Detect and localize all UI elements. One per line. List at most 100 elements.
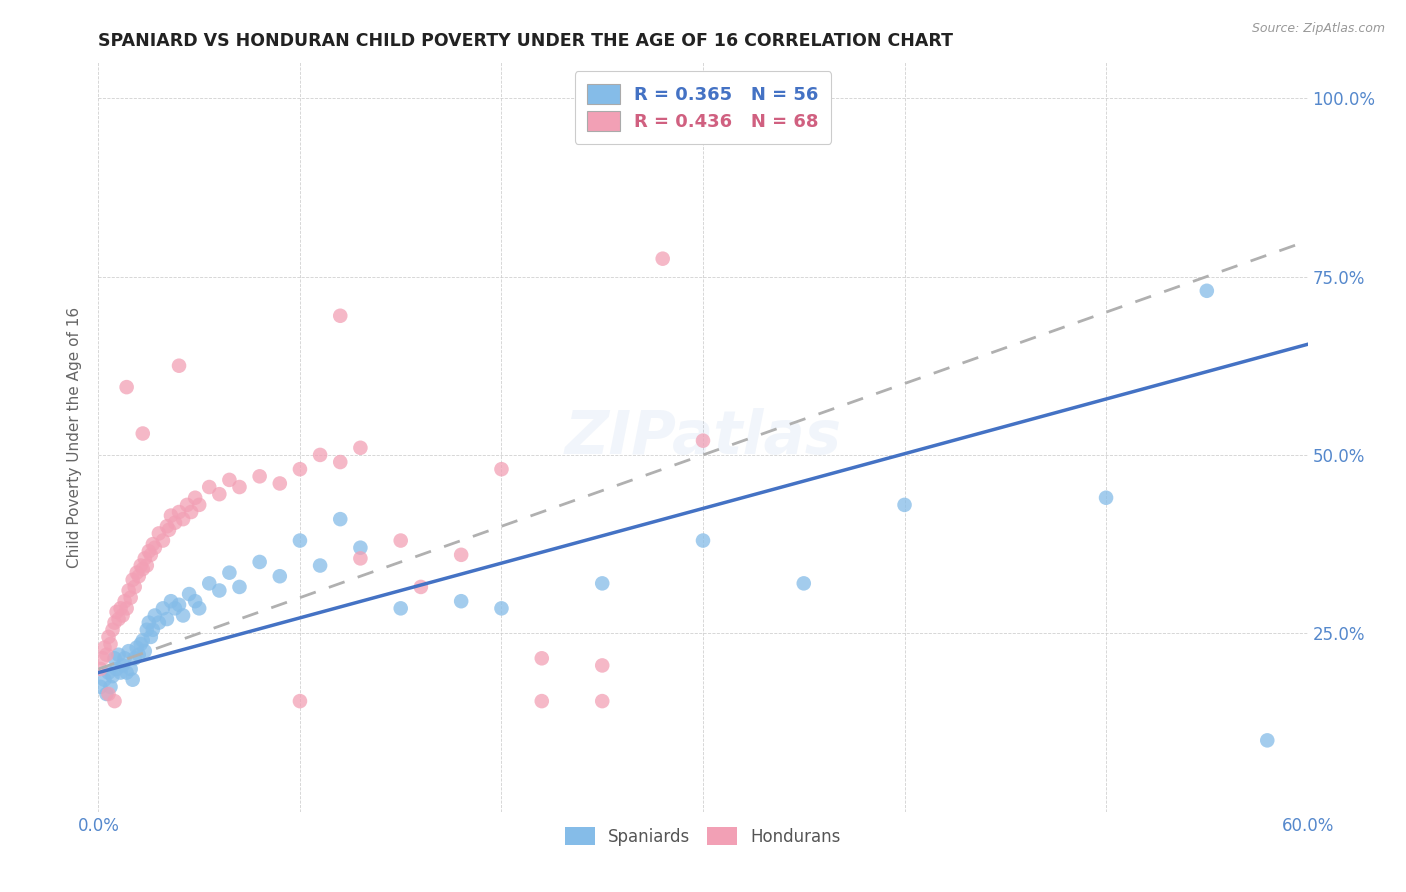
Point	[114, 651, 136, 665]
Point	[530, 694, 553, 708]
Point	[450, 548, 472, 562]
Point	[134, 644, 156, 658]
Point	[124, 651, 146, 665]
Point	[125, 640, 148, 655]
Point	[110, 665, 132, 680]
Point	[184, 594, 207, 608]
Point	[139, 630, 162, 644]
Point	[129, 637, 152, 651]
Point	[132, 633, 155, 648]
Point	[167, 359, 190, 373]
Point	[309, 448, 332, 462]
Point	[97, 665, 120, 680]
Point	[198, 480, 221, 494]
Point	[349, 551, 371, 566]
Point	[110, 601, 132, 615]
Point	[176, 498, 198, 512]
Point	[152, 533, 174, 548]
Point	[288, 462, 311, 476]
Point	[114, 594, 136, 608]
Point	[893, 498, 915, 512]
Point	[228, 480, 250, 494]
Point	[163, 601, 186, 615]
Point	[208, 487, 231, 501]
Point	[105, 605, 128, 619]
Point	[142, 623, 165, 637]
Point	[115, 601, 138, 615]
Point	[148, 526, 170, 541]
Point	[138, 615, 160, 630]
Point	[1195, 284, 1218, 298]
Point	[135, 558, 157, 573]
Point	[591, 576, 613, 591]
Point	[125, 566, 148, 580]
Point	[651, 252, 673, 266]
Point	[188, 498, 211, 512]
Point	[120, 662, 142, 676]
Point	[132, 426, 155, 441]
Point	[124, 580, 146, 594]
Point	[692, 533, 714, 548]
Point	[120, 591, 142, 605]
Text: ZIPatlas: ZIPatlas	[564, 408, 842, 467]
Point	[249, 469, 271, 483]
Point	[103, 651, 125, 665]
Point	[134, 551, 156, 566]
Point	[172, 608, 194, 623]
Point	[103, 694, 125, 708]
Point	[128, 569, 150, 583]
Point	[96, 687, 118, 701]
Point	[132, 562, 155, 576]
Point	[491, 462, 513, 476]
Point	[228, 580, 250, 594]
Point	[163, 516, 186, 530]
Point	[249, 555, 271, 569]
Point	[349, 541, 371, 555]
Point	[1256, 733, 1278, 747]
Point	[329, 309, 352, 323]
Point	[103, 615, 125, 630]
Point	[1095, 491, 1118, 505]
Point	[143, 541, 166, 555]
Point	[118, 583, 141, 598]
Point	[349, 441, 371, 455]
Point	[218, 473, 240, 487]
Point	[135, 623, 157, 637]
Point	[530, 651, 553, 665]
Point	[139, 548, 162, 562]
Point	[208, 583, 231, 598]
Point	[89, 680, 111, 694]
Point	[288, 533, 311, 548]
Point	[309, 558, 332, 573]
Point	[118, 644, 141, 658]
Point	[198, 576, 221, 591]
Point	[129, 558, 152, 573]
Point	[101, 623, 124, 637]
Point	[793, 576, 815, 591]
Point	[100, 637, 122, 651]
Point	[389, 533, 412, 548]
Point	[148, 615, 170, 630]
Point	[156, 519, 179, 533]
Point	[91, 651, 114, 665]
Point	[409, 580, 432, 594]
Point	[115, 665, 138, 680]
Point	[184, 491, 207, 505]
Point	[288, 694, 311, 708]
Point	[121, 573, 143, 587]
Text: SPANIARD VS HONDURAN CHILD POVERTY UNDER THE AGE OF 16 CORRELATION CHART: SPANIARD VS HONDURAN CHILD POVERTY UNDER…	[98, 32, 953, 50]
Point	[89, 662, 111, 676]
Point	[142, 537, 165, 551]
Point	[179, 587, 201, 601]
Point	[111, 608, 134, 623]
Point	[188, 601, 211, 615]
Point	[143, 608, 166, 623]
Point	[128, 648, 150, 662]
Point	[167, 598, 190, 612]
Point	[389, 601, 412, 615]
Point	[160, 508, 183, 523]
Point	[172, 512, 194, 526]
Point	[121, 673, 143, 687]
Point	[167, 505, 190, 519]
Legend: Spaniards, Hondurans: Spaniards, Hondurans	[555, 817, 851, 855]
